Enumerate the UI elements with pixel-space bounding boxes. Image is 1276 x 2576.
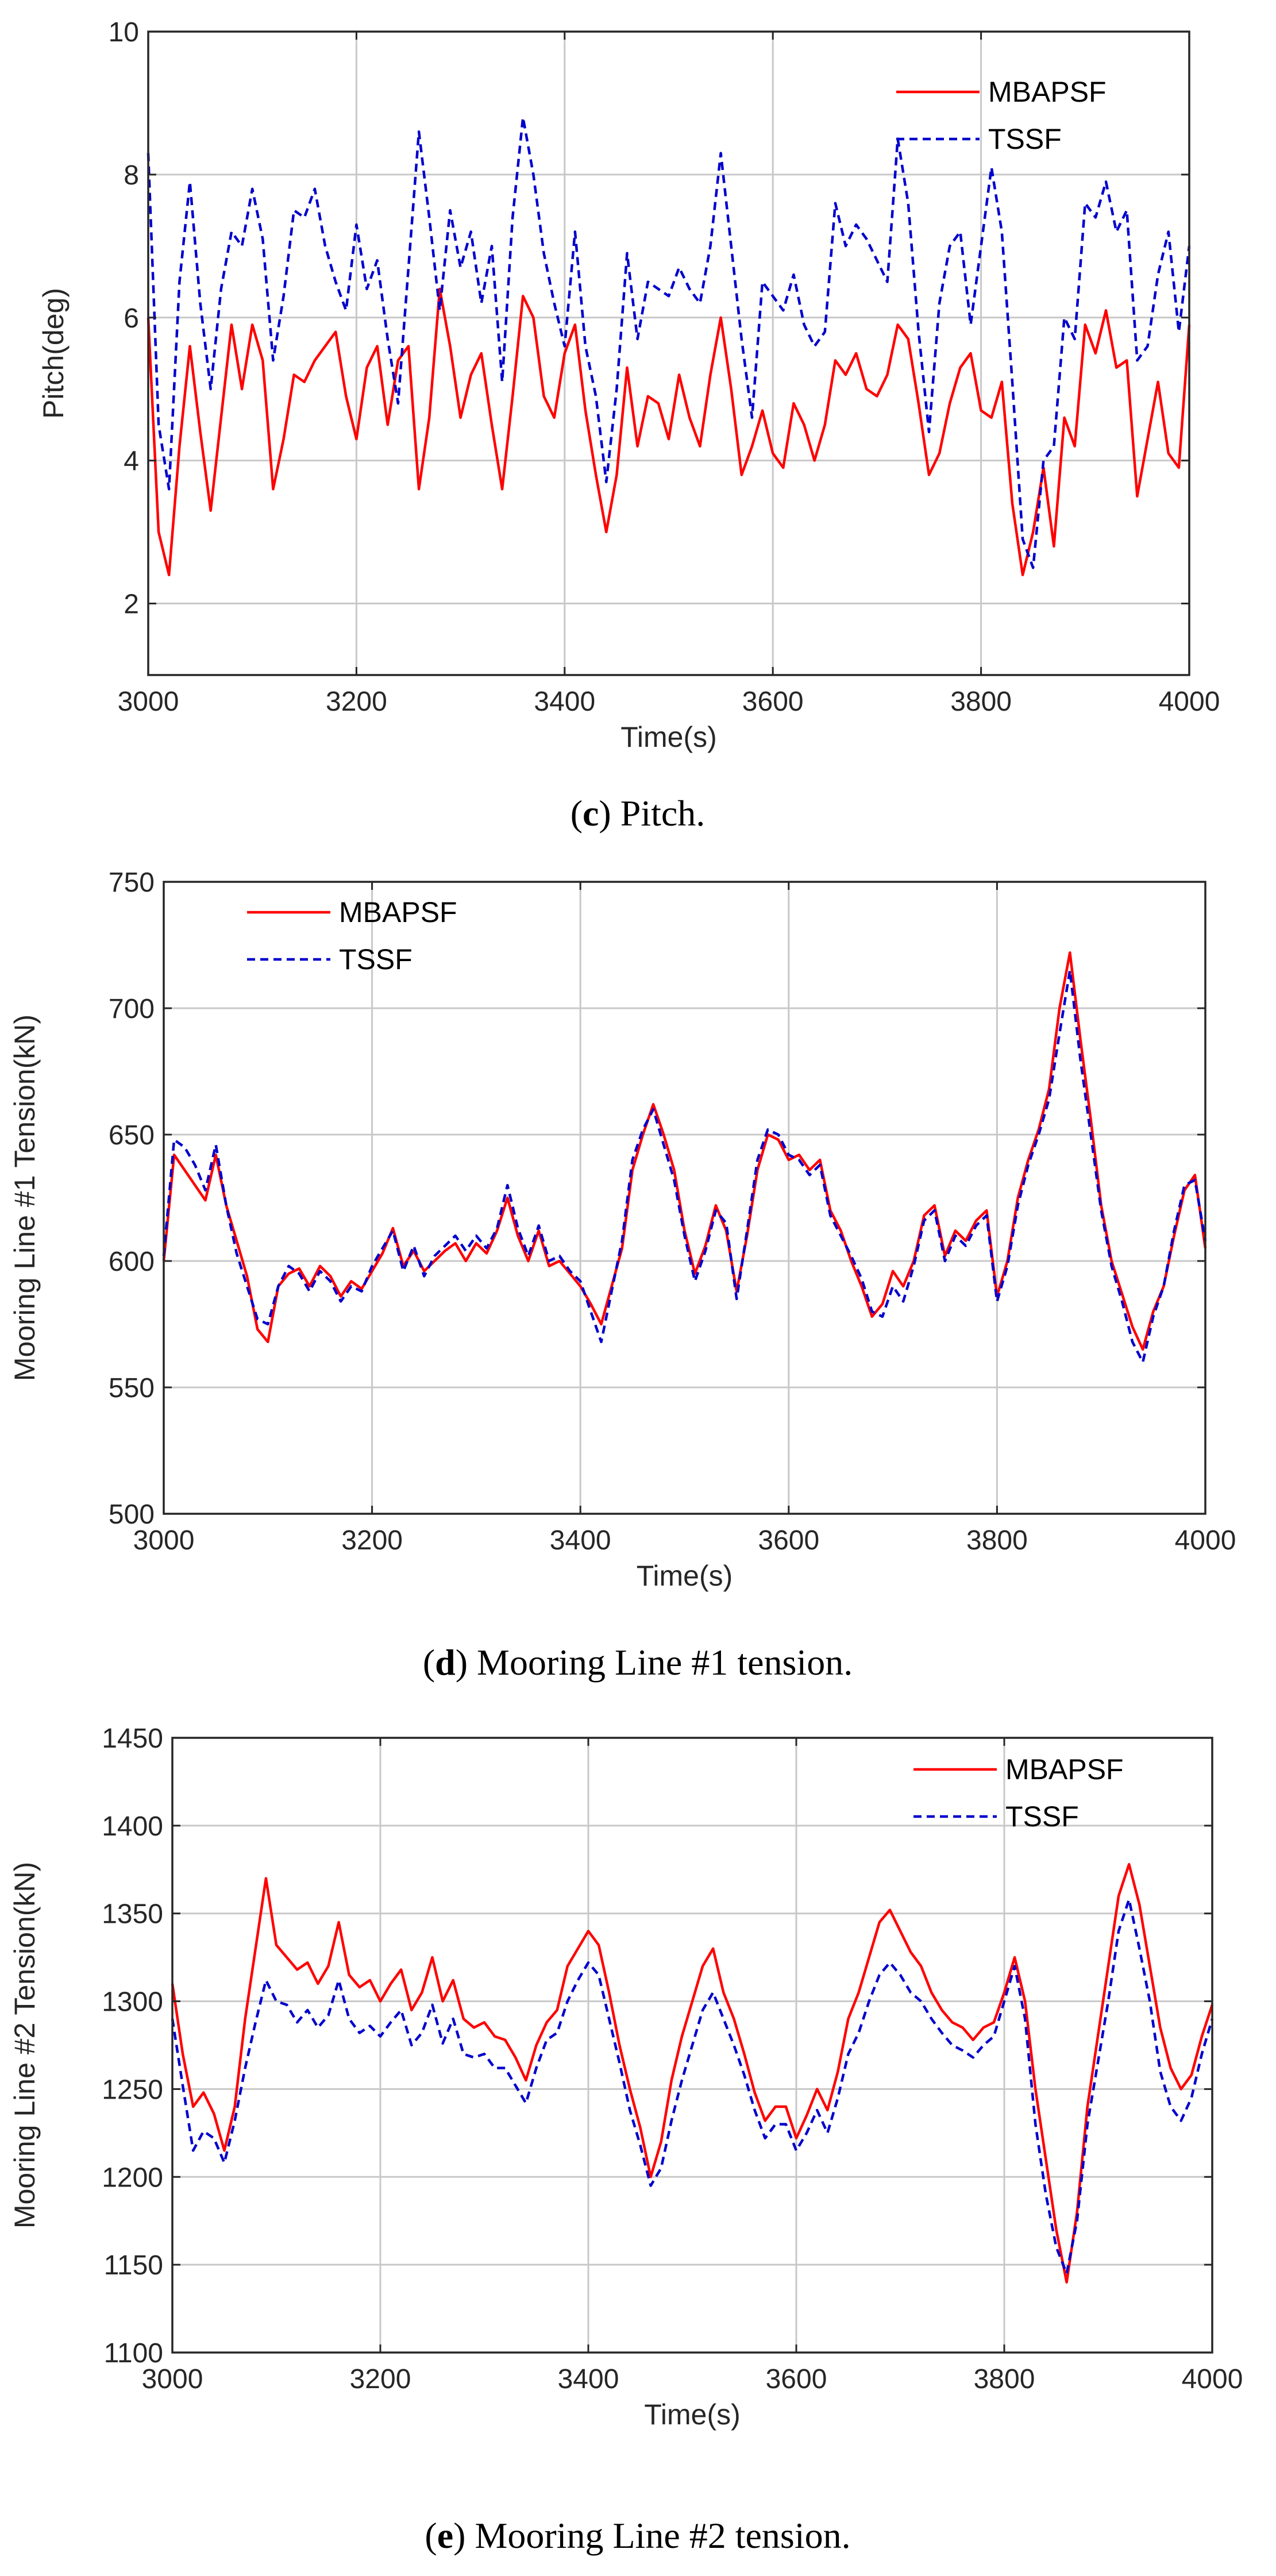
x-axis-label: Time(s): [644, 2398, 741, 2431]
x-tick-label: 3400: [534, 687, 595, 717]
legend-label: MBAPSF: [339, 896, 457, 928]
legend: MBAPSF TSSF: [896, 76, 1107, 155]
series-line-mbapsf: [147, 287, 1191, 577]
caption-c: (c) Pitch.: [570, 793, 706, 834]
legend: MBAPSF TSSF: [247, 896, 457, 975]
x-tick-label: 3600: [742, 687, 804, 717]
x-tick-label: 3000: [133, 1525, 195, 1556]
y-axis-label: Mooring Line #2 Tension(kN): [9, 1862, 41, 2228]
legend-label: TSSF: [988, 123, 1062, 155]
mooring-line-2-chart: 3000 3200 3400 3600 3800 4000 1100 1150 1200 1250…: [9, 1723, 1243, 2431]
y-tick-label: 8: [124, 160, 139, 191]
x-tick-label: 4000: [1159, 687, 1220, 717]
y-tick-label: 550: [109, 1373, 155, 1403]
y-tick-label: 2: [124, 589, 139, 620]
axes-frame: [147, 30, 1190, 676]
x-tick-label: 3000: [118, 687, 179, 717]
legend-label: TSSF: [339, 943, 413, 975]
y-axis-label: Mooring Line #1 Tension(kN): [9, 1015, 41, 1381]
y-tick-label: 1400: [102, 1811, 163, 1842]
x-tick-label: 3800: [974, 2364, 1035, 2394]
legend-label: MBAPSF: [1005, 1753, 1124, 1786]
y-tick-label: 1250: [102, 2074, 163, 2105]
axes-frame: [163, 881, 1206, 1515]
x-tick-label: 3400: [550, 1525, 611, 1556]
y-tick-label: 1150: [104, 2250, 163, 2281]
y-tick-label: 650: [109, 1120, 155, 1151]
x-tick-label: 3000: [142, 2364, 203, 2394]
y-tick-label: 1100: [104, 2338, 163, 2369]
caption-e: (e) Mooring Line #2 tension.: [425, 2515, 850, 2556]
x-tick-label: 4000: [1182, 2364, 1243, 2394]
axes-frame: [171, 1737, 1213, 2354]
caption-letter: d: [435, 1642, 456, 1683]
y-tick-label: 6: [124, 303, 139, 334]
series-line-mbapsf: [162, 951, 1207, 1351]
plot-area: [148, 32, 1189, 675]
x-tick-label: 3800: [966, 1525, 1028, 1556]
series-line-tssf: [171, 1898, 1214, 2275]
caption-letter: e: [437, 2515, 453, 2556]
y-axis-label: Pitch(deg): [37, 288, 70, 419]
x-tick-label: 3800: [950, 687, 1012, 717]
y-tick-label: 1300: [102, 1987, 163, 2018]
caption-d: (d) Mooring Line #1 tension.: [423, 1642, 853, 1683]
y-tick-label: 1350: [102, 1899, 163, 1930]
series-line-tssf: [147, 116, 1191, 569]
y-tick-label: 700: [109, 994, 155, 1024]
x-tick-label: 3200: [326, 687, 387, 717]
y-tick-label: 1450: [102, 1723, 163, 1754]
caption-text: Pitch.: [611, 793, 706, 834]
caption-text: Mooring Line #1 tension.: [468, 1642, 853, 1683]
x-tick-label: 3600: [758, 1525, 819, 1556]
y-tick-label: 1200: [102, 2162, 163, 2193]
legend-label: MBAPSF: [988, 76, 1107, 108]
series-line-tssf: [162, 969, 1207, 1364]
x-axis-label: Time(s): [620, 721, 717, 753]
plot-area: [164, 882, 1205, 1514]
x-tick-label: 4000: [1175, 1525, 1236, 1556]
caption-text: Mooring Line #2 tension.: [465, 2515, 850, 2556]
mooring-line-1-chart: 3000 3200 3400 3600 3800 4000 500 550 600 650 700 7…: [9, 867, 1236, 1592]
legend-label: TSSF: [1005, 1800, 1079, 1833]
series-line-mbapsf: [171, 1862, 1214, 2284]
y-tick-label: 750: [109, 867, 155, 898]
pitch-chart: 3000 3200 3400 3600 3800 4000 2 4 6 8 10 Time(s) Pit…: [37, 17, 1220, 753]
legend: MBAPSF TSSF: [913, 1753, 1124, 1833]
x-tick-label: 3200: [341, 1525, 403, 1556]
x-tick-label: 3200: [350, 2364, 411, 2394]
y-tick-label: 600: [109, 1247, 155, 1277]
x-tick-label: 3400: [558, 2364, 619, 2394]
x-tick-label: 3600: [766, 2364, 827, 2394]
y-tick-label: 500: [109, 1499, 155, 1530]
y-tick-label: 10: [109, 17, 139, 48]
caption-letter: c: [583, 793, 599, 834]
y-tick-label: 4: [124, 446, 139, 477]
x-axis-label: Time(s): [637, 1560, 733, 1592]
